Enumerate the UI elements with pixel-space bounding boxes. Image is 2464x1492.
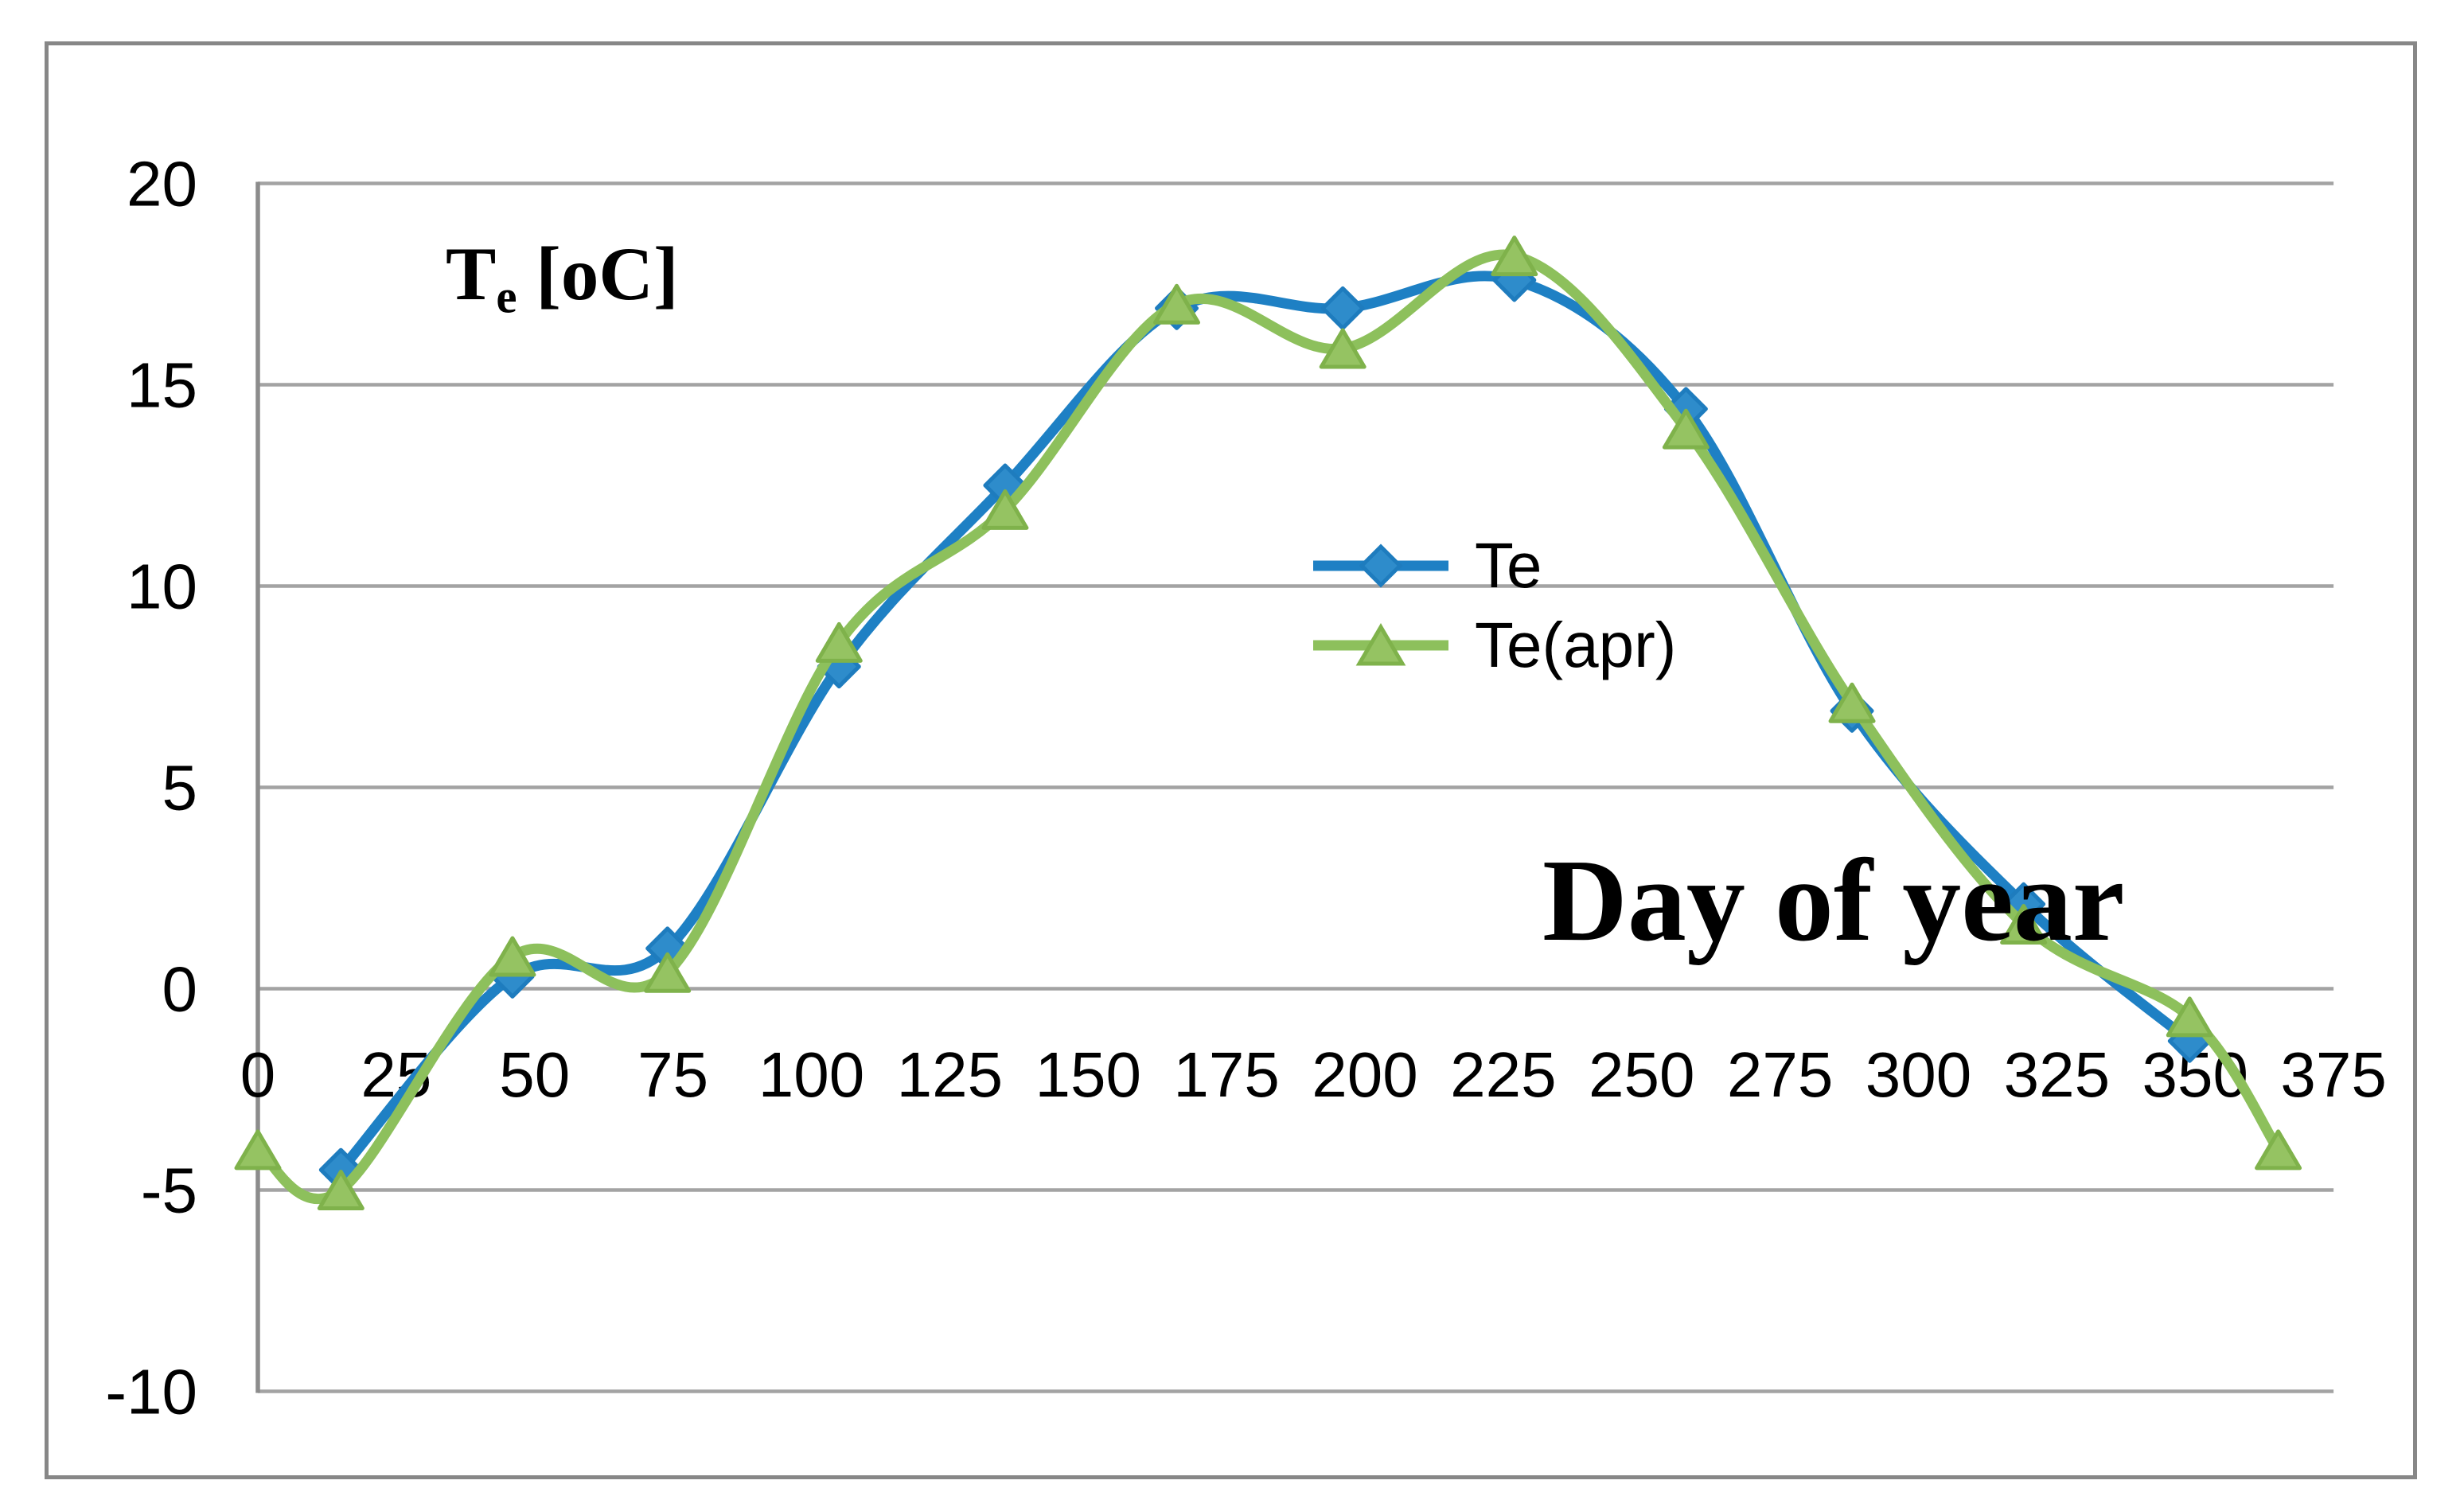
- te-legend-marker-icon: [1313, 543, 1448, 588]
- y-tick-label--5: -5: [141, 1155, 197, 1226]
- legend-label-te-apr: Te(apr): [1475, 610, 1677, 680]
- te-apr--marker-365[interactable]: [2255, 1129, 2302, 1171]
- legend-triangle-icon: [1355, 623, 1406, 666]
- y-axis-title: Te [oC]: [446, 232, 679, 323]
- te-apr--marker-105[interactable]: [815, 621, 863, 663]
- x-axis-title: Day of year: [1542, 836, 2125, 966]
- y-tick-label-5: 5: [162, 753, 198, 824]
- x-tick-label-300: 300: [1866, 1039, 1971, 1110]
- figure-border: [45, 41, 2417, 1479]
- y-axis-title-prefix: T: [446, 232, 497, 316]
- te-apr--marker-166[interactable]: [1153, 283, 1201, 325]
- y-tick-label-10: 10: [127, 551, 197, 622]
- x-tick-label-275: 275: [1727, 1039, 1833, 1110]
- te-marker-196[interactable]: [1320, 286, 1365, 330]
- te-apr--marker-258[interactable]: [1662, 408, 1710, 450]
- te-apr--marker-319[interactable]: [2000, 904, 2048, 945]
- y-tick-label-20: 20: [127, 149, 197, 220]
- te-apr--series-line: [252, 249, 2284, 1204]
- legend-label-te: Te: [1475, 530, 1542, 601]
- y-axis-title-subscript: e: [496, 271, 517, 323]
- x-tick-label-375: 375: [2280, 1039, 2386, 1110]
- x-tick-label-125: 125: [897, 1039, 1003, 1110]
- te-apr--marker-349[interactable]: [2166, 996, 2213, 1038]
- x-tick-label-75: 75: [637, 1039, 708, 1110]
- te-series-line: [335, 271, 2195, 1175]
- te-apr--marker-288[interactable]: [1828, 682, 1876, 723]
- x-tick-label-150: 150: [1035, 1039, 1141, 1110]
- y-tick-label--10: -10: [105, 1357, 197, 1428]
- legend-diamond-icon: [1359, 543, 1403, 588]
- x-tick-label-250: 250: [1589, 1039, 1694, 1110]
- x-tick-label-50: 50: [499, 1039, 570, 1110]
- chart-legend: Te Te(apr): [1309, 526, 1676, 685]
- te-apr-legend-marker-icon: [1313, 623, 1448, 666]
- y-tick-label-15: 15: [127, 350, 197, 421]
- x-tick-label-175: 175: [1173, 1039, 1279, 1110]
- x-tick-label-225: 225: [1450, 1039, 1556, 1110]
- te-apr--marker-135[interactable]: [981, 489, 1029, 530]
- te-apr--marker-196[interactable]: [1319, 328, 1367, 369]
- te-apr--marker-46[interactable]: [489, 936, 536, 977]
- te-apr--marker-227[interactable]: [1491, 236, 1538, 277]
- y-axis-title-suffix: [oC]: [517, 232, 679, 316]
- x-tick-label-200: 200: [1312, 1039, 1417, 1110]
- legend-item-te-apr[interactable]: Te(apr): [1309, 606, 1676, 685]
- x-tick-label-0: 0: [240, 1039, 276, 1110]
- te-apr--marker-0[interactable]: [234, 1129, 282, 1171]
- legend-item-te[interactable]: Te: [1309, 526, 1676, 606]
- te-apr--marker-74[interactable]: [644, 952, 692, 993]
- x-tick-label-325: 325: [2004, 1039, 2110, 1110]
- te-apr--marker-15[interactable]: [317, 1170, 365, 1210]
- x-tick-label-100: 100: [758, 1039, 864, 1110]
- y-tick-label-0: 0: [162, 954, 198, 1025]
